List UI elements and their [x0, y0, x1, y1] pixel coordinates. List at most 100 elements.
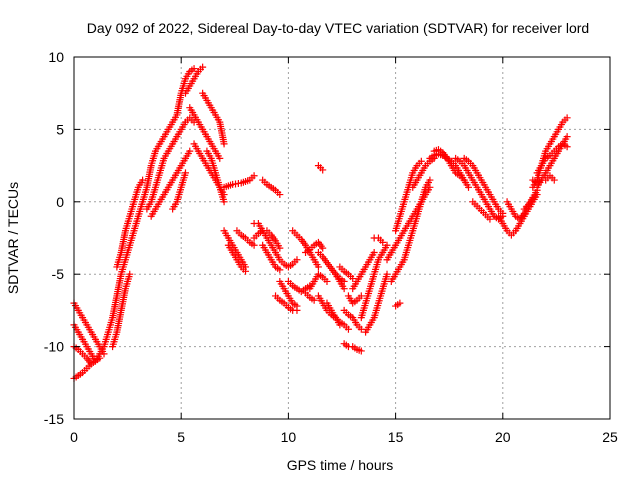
data-track [340, 340, 365, 355]
data-track [147, 147, 194, 220]
data-track [357, 241, 391, 322]
y-tick-label: 5 [56, 121, 64, 137]
data-track [259, 176, 284, 199]
y-tick-label: -5 [52, 266, 65, 282]
data-track [143, 114, 198, 213]
data-track [323, 299, 352, 333]
x-tick-label: 5 [177, 429, 185, 445]
data-point [357, 292, 365, 300]
data-point [499, 209, 507, 217]
data-track [426, 150, 472, 191]
data-track [186, 104, 224, 162]
x-axis-label: GPS time / hours [287, 457, 394, 473]
data-track [314, 162, 327, 174]
chart-title: Day 092 of 2022, Sidereal Day-to-day VTE… [87, 20, 589, 36]
data-point [383, 241, 391, 249]
data-point [563, 143, 571, 151]
data-track [259, 241, 284, 274]
data-point [563, 133, 571, 141]
x-tick-label: 15 [388, 429, 404, 445]
data-point [379, 238, 387, 246]
x-tick-label: 10 [281, 429, 297, 445]
data-point [464, 183, 472, 191]
x-tick-label: 20 [495, 429, 511, 445]
data-track [203, 147, 228, 206]
data-track [520, 186, 541, 213]
data-track [276, 277, 301, 310]
data-point [181, 169, 189, 177]
data-point [250, 172, 258, 180]
data-point [319, 244, 327, 252]
data-track [302, 289, 318, 304]
data-track [383, 183, 434, 264]
data-point [216, 154, 224, 162]
data-point [242, 267, 250, 275]
data-point [344, 325, 352, 333]
data-track [250, 220, 301, 271]
data-track [336, 263, 357, 283]
axes: 0 5 10 15 20 25 -15 -10 -5 0 5 10 [44, 49, 618, 445]
data-track [344, 292, 365, 307]
data-point [426, 176, 434, 184]
data-track [169, 169, 189, 213]
x-tick-label: 0 [70, 429, 78, 445]
data-track [70, 65, 198, 382]
y-axis-label: SDTVAR / TECUs [5, 182, 21, 294]
data-point [533, 186, 541, 194]
data-point [186, 147, 194, 155]
data-track [109, 270, 134, 351]
data-point [319, 166, 327, 174]
x-tick-label: 25 [602, 429, 618, 445]
data-track [349, 248, 378, 293]
data-points [70, 63, 571, 382]
data-point [486, 215, 494, 223]
data-point [250, 241, 258, 249]
y-tick-label: -15 [44, 411, 64, 427]
data-track [224, 241, 250, 275]
data-track [306, 270, 331, 293]
data-point [563, 114, 571, 122]
data-point [220, 198, 228, 206]
data-track [272, 292, 301, 314]
y-tick-label: 0 [56, 194, 64, 210]
data-point [323, 277, 331, 285]
data-track [302, 238, 327, 256]
data-track [332, 270, 348, 293]
data-track [392, 299, 404, 310]
data-point [126, 270, 134, 278]
data-point [139, 176, 147, 184]
y-tick-label: -10 [44, 339, 64, 355]
data-point [220, 140, 228, 148]
data-point [370, 248, 378, 256]
data-point [276, 266, 284, 274]
data-track [220, 227, 250, 271]
data-point [293, 302, 301, 310]
data-point [276, 244, 284, 252]
data-track [199, 89, 228, 148]
data-track [362, 270, 391, 336]
data-point [550, 176, 558, 184]
data-point [417, 157, 425, 165]
data-point [276, 191, 284, 199]
data-point [340, 285, 348, 293]
data-track [387, 176, 434, 285]
data-track [233, 227, 258, 249]
data-track [289, 227, 322, 271]
data-point [396, 299, 404, 307]
data-track [370, 234, 387, 246]
data-point [199, 63, 207, 71]
data-track [340, 306, 365, 333]
data-point [190, 65, 198, 73]
data-track [181, 63, 207, 97]
data-track [469, 198, 494, 223]
data-track [220, 172, 258, 191]
data-point [383, 270, 391, 278]
data-point [357, 347, 365, 355]
data-point [293, 256, 301, 264]
grid [74, 57, 610, 419]
data-point [314, 263, 322, 271]
data-point [310, 296, 318, 304]
y-tick-label: 10 [48, 49, 64, 65]
